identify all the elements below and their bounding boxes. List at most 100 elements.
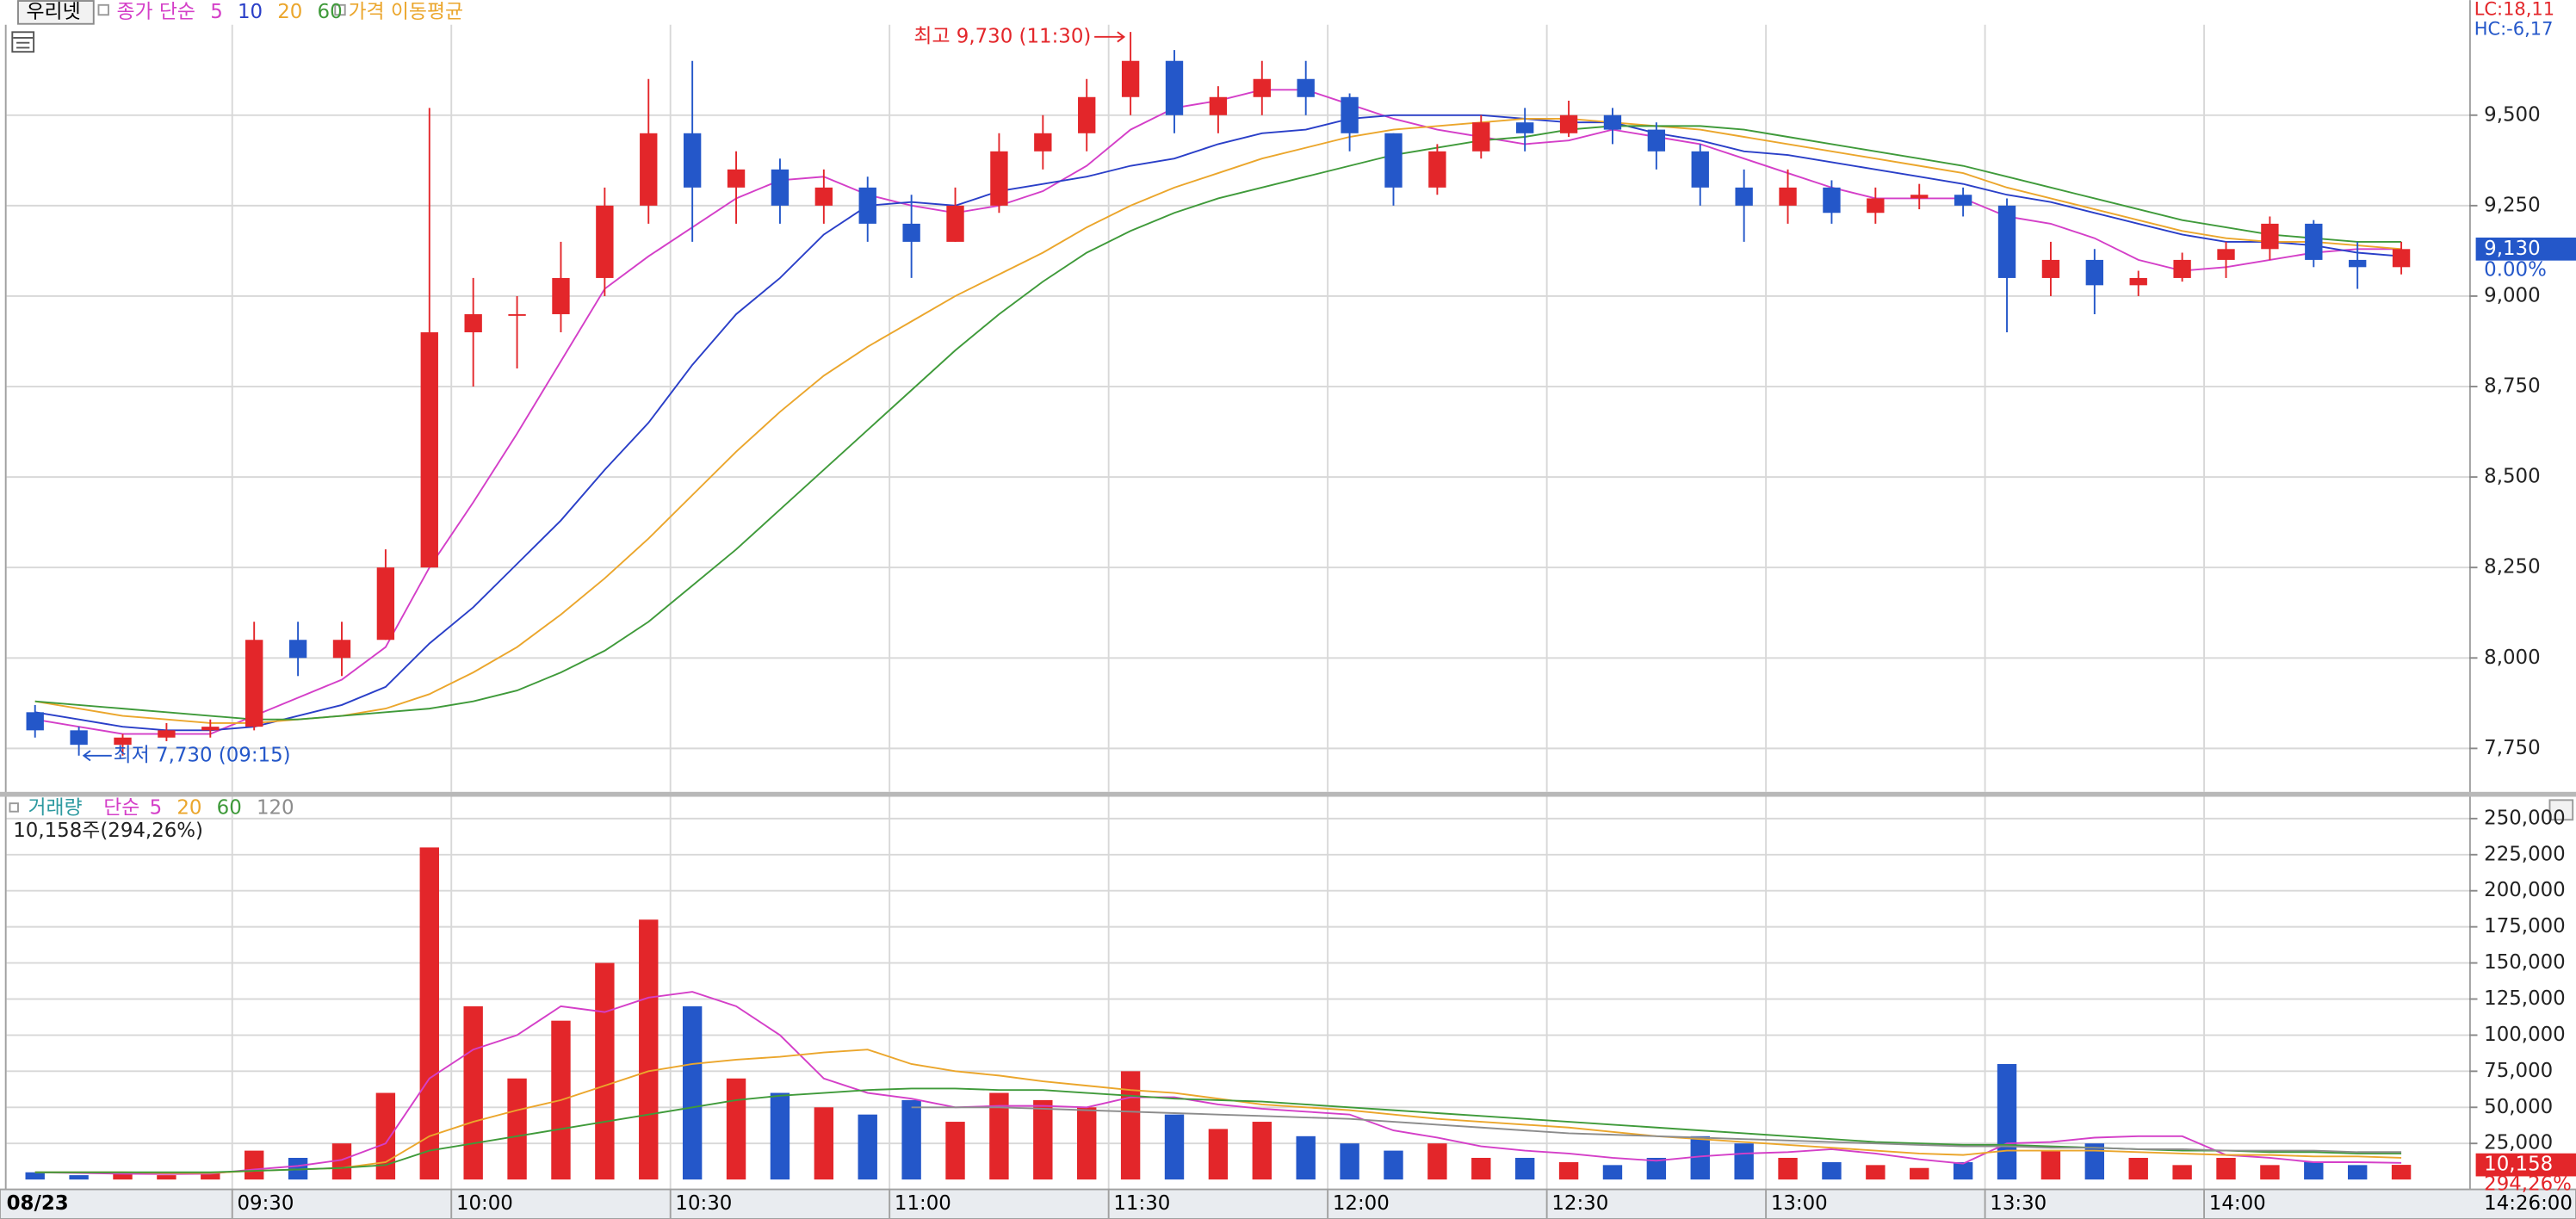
last-price-box — [2475, 237, 2576, 261]
candle-body — [1165, 60, 1184, 115]
candle-body — [332, 640, 351, 659]
legend-entry: 20 — [176, 796, 201, 819]
volume-bar — [1164, 1114, 1185, 1180]
volume-bar — [1296, 1135, 1316, 1180]
volume-bar — [1690, 1135, 1710, 1180]
y-tick-label: 50,000 — [2484, 1096, 2553, 1118]
volume-bar — [945, 1122, 965, 1180]
volume-bar — [1602, 1165, 1623, 1180]
volume-bar — [1340, 1143, 1359, 1180]
volume-bar — [1120, 1071, 1141, 1180]
volume-bar — [2347, 1165, 2368, 1180]
volume-bar — [1427, 1143, 1447, 1180]
annotation-arrow — [1094, 31, 1126, 43]
volume-bar — [1208, 1129, 1229, 1180]
candle-body — [990, 151, 1008, 206]
y-tick-label: 8,250 — [2484, 556, 2541, 579]
candle-body — [158, 730, 176, 738]
candle-body — [640, 133, 658, 206]
candle-body — [1779, 187, 1797, 206]
candle-body — [508, 313, 526, 316]
y-tick-label: 8,500 — [2484, 466, 2541, 488]
grid-layer — [6, 24, 2469, 1190]
volume-bar — [682, 1006, 703, 1180]
annotation: 최저 7,730 (09:15) — [114, 744, 291, 766]
candle-body — [552, 277, 570, 314]
lc-label: LC:18,11 — [2474, 0, 2554, 20]
calendar-lines — [13, 37, 34, 49]
volume-bar — [1646, 1157, 1667, 1180]
candle-body — [902, 223, 920, 242]
candle-body — [1910, 195, 1929, 199]
candle-body — [2085, 259, 2104, 286]
candle-body — [1997, 205, 2016, 278]
x-tick-label: 10:00 — [456, 1192, 513, 1215]
candle-body — [1867, 198, 1885, 213]
volume-bar — [1514, 1157, 1535, 1180]
annotation: 최고 9,730 (11:30) — [913, 25, 1091, 47]
volume-bar — [1778, 1157, 1798, 1180]
last-price: 9,130 — [2484, 238, 2541, 260]
volume-bar — [1953, 1162, 1973, 1180]
ma-note: 가격 이동평균 — [349, 1, 464, 23]
candle-body — [2041, 259, 2060, 278]
stock-box[interactable] — [17, 0, 95, 25]
volume-bar — [244, 1150, 264, 1180]
y-tick-label: 7,750 — [2484, 737, 2541, 759]
volume-bar — [1558, 1162, 1579, 1180]
panel-close[interactable] — [2548, 799, 2574, 821]
volume-bar — [1033, 1099, 1053, 1180]
y-tick-label: 75,000 — [2484, 1060, 2553, 1082]
candle-body — [1297, 78, 1315, 97]
candle-body — [1121, 60, 1140, 97]
candle-body — [2305, 223, 2323, 260]
volume-bar — [2304, 1162, 2324, 1180]
candle-body — [2261, 223, 2279, 250]
candle-body — [1823, 187, 1841, 213]
y-tick-label: 125,000 — [2484, 987, 2566, 1010]
legend-entry: 5 — [210, 1, 223, 23]
candle-body — [814, 187, 833, 206]
volume-bar — [1866, 1165, 1886, 1180]
candle-body — [2129, 277, 2147, 286]
volume-bar — [814, 1107, 834, 1180]
x-tick-label: 09:30 — [237, 1192, 294, 1215]
y-tick-label: 250,000 — [2484, 807, 2566, 829]
ma-line — [34, 118, 2402, 724]
legend-entry: 5 — [150, 796, 163, 819]
volume-ma-label: 단순 — [103, 796, 139, 819]
candle-body — [2392, 249, 2411, 268]
time-label: 14:26:00 — [2484, 1192, 2573, 1215]
ma-line — [34, 1049, 2402, 1174]
candle-body — [420, 331, 438, 568]
volume-bar — [113, 1173, 133, 1180]
candle-body — [727, 169, 746, 188]
volume-bar — [901, 1099, 921, 1180]
volume-bar — [639, 919, 659, 1180]
y-tick-label: 8,750 — [2484, 375, 2541, 398]
y-tick-label: 9,500 — [2484, 103, 2541, 126]
volume-bar — [1734, 1143, 1754, 1180]
volume-bar — [726, 1078, 746, 1180]
candle-body — [1253, 78, 1271, 97]
ma-label: 종가 단순 — [116, 1, 195, 23]
y-tick-label: 150,000 — [2484, 951, 2566, 974]
candle-body — [1603, 114, 1622, 130]
legend-entry: 60 — [318, 1, 343, 23]
legend-icon — [97, 3, 109, 16]
volume-bar — [419, 847, 439, 1180]
candle-body — [596, 205, 614, 278]
last-volume-box — [2475, 1153, 2576, 1177]
volume-bar — [595, 962, 615, 1180]
ma-line — [34, 991, 2402, 1175]
volume-bar — [989, 1092, 1009, 1180]
x-tick-label: 14:00 — [2209, 1192, 2266, 1215]
volume-bar — [1910, 1167, 1929, 1180]
marks-layer: 7,750 8,000 8,250 8,500 8,750 9,000 9,250 9,500… — [25, 1, 2576, 1219]
candle-body — [946, 205, 964, 242]
volume-bar — [1997, 1063, 2017, 1180]
panel-separator — [0, 791, 2576, 797]
y-tick-label: 25,000 — [2484, 1132, 2553, 1154]
legend-entry: 60 — [217, 796, 242, 819]
